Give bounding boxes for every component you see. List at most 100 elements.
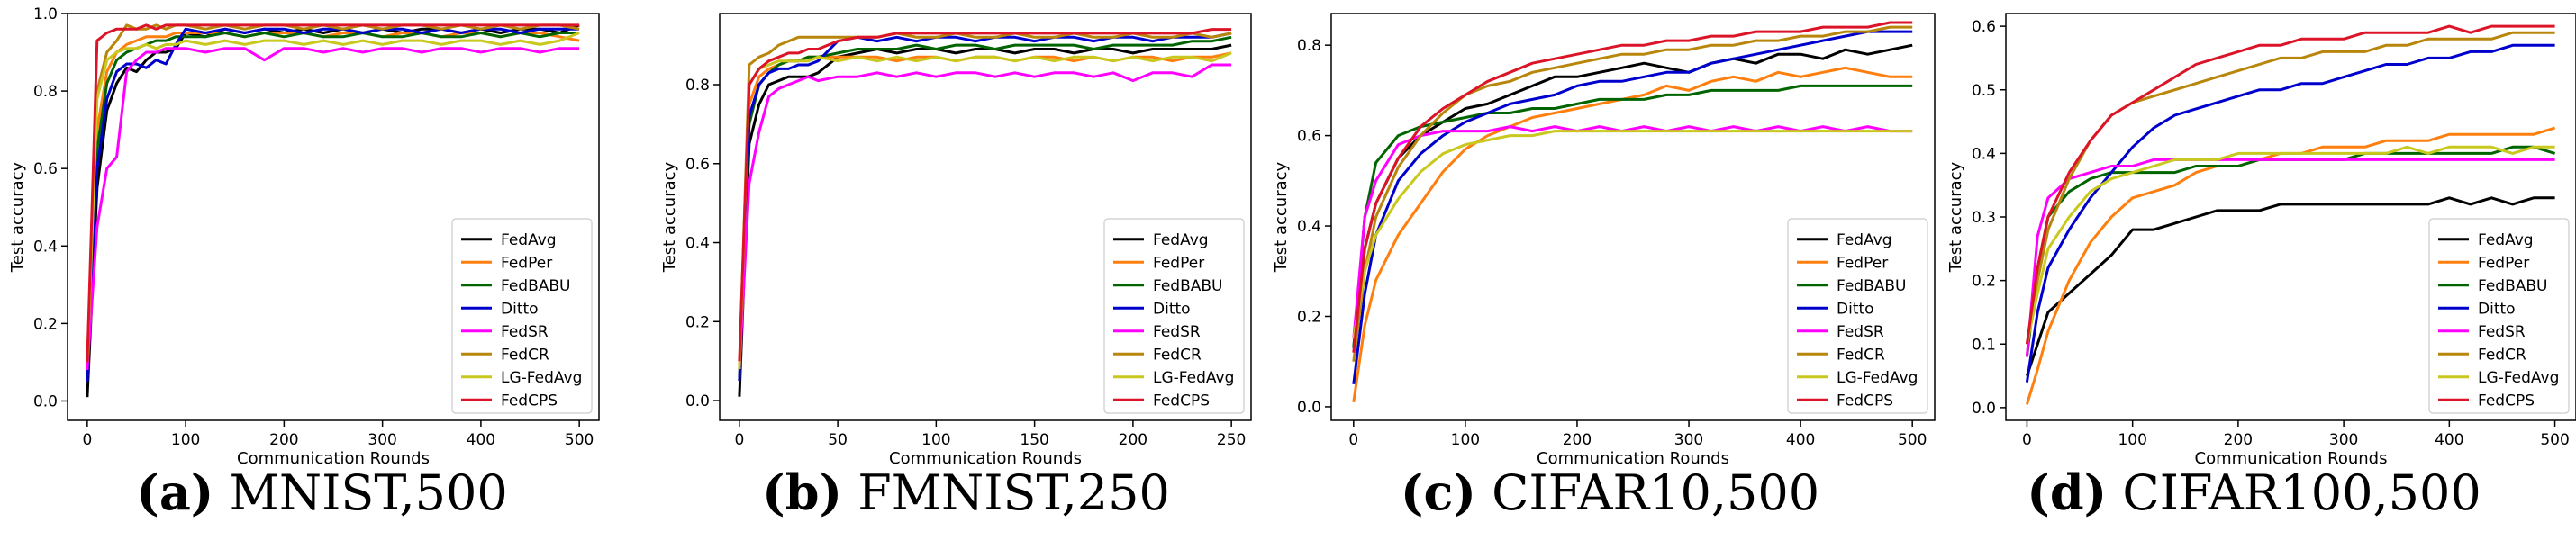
y-tick-label: 0.2: [1972, 273, 1996, 291]
legend-label: Ditto: [1153, 300, 1191, 318]
y-tick-label: 0.3: [1972, 209, 1996, 227]
series-line-fedcps: [86, 23, 580, 363]
caption-a: (a) MNIST,500: [0, 464, 644, 521]
legend-label: Ditto: [501, 300, 539, 318]
y-tick-label: 0.6: [1972, 18, 1996, 36]
legend-label: FedAvg: [1837, 231, 1892, 249]
x-tick-label: 200: [269, 431, 298, 449]
x-tick-label: 300: [2329, 431, 2358, 449]
x-tick-label: 100: [2118, 431, 2146, 449]
y-tick-label: 0.8: [685, 77, 710, 95]
x-tick-label: 400: [1786, 431, 1815, 449]
legend-label: Ditto: [1837, 300, 1874, 318]
y-axis-label: Test accuracy: [8, 161, 27, 273]
y-tick-label: 0.4: [1297, 218, 1321, 236]
plot-frame: [1330, 13, 1936, 421]
y-tick-label: 0.2: [1297, 308, 1321, 326]
x-tick-label: 100: [1451, 431, 1480, 449]
legend-label: FedBABU: [1837, 277, 1907, 295]
legend-box: [1787, 218, 1928, 414]
y-tick-label: 0.6: [33, 160, 58, 178]
x-tick-label: 150: [1020, 431, 1048, 449]
x-axis-label: Communication Rounds: [889, 449, 1082, 468]
legend-label: FedCR: [1153, 346, 1202, 364]
x-tick-label: 500: [2540, 431, 2569, 449]
legend-label: FedSR: [1153, 323, 1201, 341]
legend-label: LG-FedAvg: [501, 369, 582, 387]
legend-label: FedSR: [501, 323, 549, 341]
y-tick-label: 0.5: [1972, 82, 1996, 100]
chart-panel-0: 0 100 200 300 400 500 0.0 0.2 0.4 0.6 0.8 1.0 Commun…: [8, 5, 600, 468]
y-tick-label: 0.0: [685, 392, 710, 410]
y-tick-label: 0.6: [685, 156, 710, 174]
legend-label: FedCR: [501, 346, 549, 364]
y-tick-label: 0.2: [33, 315, 58, 333]
x-tick-label: 200: [2224, 431, 2253, 449]
x-tick-label: 400: [467, 431, 495, 449]
legend-label: FedPer: [501, 254, 552, 272]
y-tick-label: 0.0: [1297, 399, 1321, 417]
series-line-fedsr: [2025, 158, 2555, 357]
series-line-fedavg: [2025, 196, 2555, 377]
y-tick-label: 0.6: [1297, 128, 1321, 146]
legend-label: FedPer: [1153, 254, 1204, 272]
x-tick-label: 0: [734, 431, 744, 449]
legend: FedAvg FedPer FedBABU Ditto FedSR FedCR LG-Fed…: [2428, 218, 2570, 414]
legend-label: FedBABU: [2478, 277, 2548, 295]
legend-label: FedAvg: [2478, 231, 2534, 249]
series-line-fedcps: [738, 28, 1232, 362]
chart-panel-2: 0 100 200 300 400 500 0.0 0.2 0.4 0.6 0.8 Communica…: [1272, 13, 1936, 468]
series-line-fedcps: [2025, 24, 2555, 345]
series-line-fedavg: [738, 43, 1232, 397]
legend-label: FedCPS: [1837, 392, 1893, 410]
legend-label: FedSR: [1837, 323, 1884, 341]
series-line-lg-fedavg: [738, 51, 1232, 370]
legend-label: FedCPS: [1153, 392, 1210, 410]
caption-d-letter: (d): [2027, 464, 2108, 521]
legend-label: LG-FedAvg: [2478, 369, 2559, 387]
y-tick-label: 0.8: [1297, 37, 1321, 55]
legend-label: FedCPS: [2478, 392, 2535, 410]
plot-frame: [67, 13, 600, 421]
x-tick-label: 500: [1898, 431, 1927, 449]
caption-c-text: CIFAR10,500: [1492, 464, 1820, 521]
caption-d: (d) CIFAR100,500: [1932, 464, 2576, 521]
y-tick-label: 0.1: [1972, 336, 1996, 354]
x-tick-label: 50: [828, 431, 848, 449]
y-tick-label: 0.2: [685, 313, 710, 331]
series-line-fedcr: [1352, 25, 1913, 362]
series-line-ditto: [2025, 43, 2555, 383]
legend-label: FedBABU: [1153, 277, 1223, 295]
caption-c: (c) CIFAR10,500: [1288, 464, 1932, 521]
legend-label: FedCR: [2478, 346, 2526, 364]
x-axis-label: Communication Rounds: [237, 449, 430, 468]
legend-label: LG-FedAvg: [1837, 369, 1918, 387]
chart-panel-3: 0 100 200 300 400 500 0.0 0.1 0.2 0.3 0.4 0.5 0.6 Com…: [1946, 13, 2576, 468]
legend-label: FedAvg: [1153, 231, 1209, 249]
plot-frame: [719, 13, 1252, 421]
series-line-fedsr: [86, 47, 580, 371]
legend-label: FedCR: [1837, 346, 1885, 364]
y-axis-label: Test accuracy: [660, 161, 679, 273]
x-tick-label: 0: [1348, 431, 1358, 449]
y-tick-label: 1.0: [33, 5, 58, 23]
x-tick-label: 300: [367, 431, 396, 449]
x-tick-label: 100: [921, 431, 950, 449]
x-tick-label: 250: [1217, 431, 1246, 449]
series-line-ditto: [738, 32, 1232, 382]
series-line-fedcps: [1352, 21, 1913, 353]
legend-label: FedPer: [2478, 254, 2529, 272]
legend-label: FedBABU: [501, 277, 571, 295]
x-tick-label: 300: [1674, 431, 1703, 449]
y-tick-label: 0.8: [33, 83, 58, 101]
legend-label: FedAvg: [501, 231, 557, 249]
x-tick-label: 0: [82, 431, 92, 449]
caption-b-text: FMNIST,250: [857, 464, 1170, 521]
legend-label: Ditto: [2478, 300, 2516, 318]
y-tick-label: 0.4: [685, 235, 710, 253]
y-axis-label: Test accuracy: [1946, 161, 1965, 273]
x-axis-label: Communication Rounds: [2195, 449, 2388, 468]
x-tick-label: 400: [2435, 431, 2463, 449]
legend-label: FedCPS: [501, 392, 558, 410]
series-line-ditto: [1352, 30, 1913, 384]
